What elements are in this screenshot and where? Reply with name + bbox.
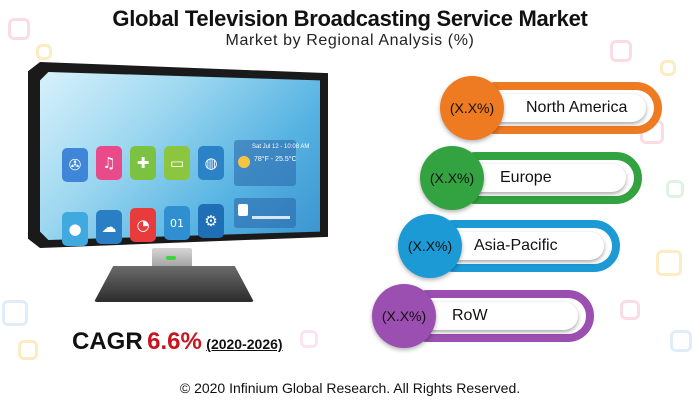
chart-subtitle: Market by Regional Analysis (%) (225, 32, 475, 49)
rss-icon: ◔ (130, 208, 156, 242)
region-value-circle: (X.X%) (440, 76, 504, 140)
cagr-years: (2020-2026) (206, 336, 283, 352)
globe-icon: ◍ (198, 146, 224, 180)
region-europe: Europe (X.X%) (420, 146, 642, 210)
media-player-widget (234, 198, 296, 228)
region-value: (X.X%) (429, 170, 475, 186)
region-asia-pacific: Asia-Pacific (X.X%) (398, 214, 620, 278)
calendar-number: 01 (170, 216, 184, 230)
region-name: Europe (500, 169, 552, 186)
region-value-circle: (X.X%) (372, 284, 436, 348)
cagr-statement: CAGR 6.6% (2020-2026) (72, 328, 283, 356)
weather-temperature: 78°F - 25.5°C (254, 156, 297, 163)
media-progress-bar (252, 216, 290, 219)
tv-power-led (166, 256, 176, 260)
music-note-icon (238, 204, 248, 216)
region-value-circle: (X.X%) (420, 146, 484, 210)
cloud-icon: ☁ (96, 210, 122, 244)
film-reel-icon: ✇ (62, 148, 88, 182)
region-name: RoW (452, 307, 488, 324)
gamepad-icon: ✚ (130, 146, 156, 180)
cagr-label: CAGR (72, 328, 143, 355)
gear-icon: ⚙ (198, 204, 224, 238)
region-name: North America (526, 99, 628, 116)
chart-title: Global Television Broadcasting Service M… (112, 6, 588, 31)
region-value: (X.X%) (449, 100, 495, 116)
chat-icon: ▭ (164, 146, 190, 180)
copyright-notice: © 2020 Infinium Global Research. All Rig… (179, 380, 521, 396)
region-row: RoW (X.X%) (372, 284, 594, 348)
region-value: (X.X%) (407, 238, 453, 254)
region-north-america: North America (X.X%) (440, 76, 662, 140)
tv-stand (94, 266, 254, 302)
calendar-icon: 01 (164, 206, 190, 240)
sun-icon (238, 156, 250, 168)
region-value: (X.X%) (381, 308, 427, 324)
cagr-value: 6.6% (147, 328, 202, 355)
music-icon: ♫ (96, 146, 122, 180)
weather-widget: Sat Jul 12 - 10:08 AM 78°F - 25.5°C (234, 140, 310, 186)
region-name: Asia-Pacific (474, 237, 558, 254)
weather-date: Sat Jul 12 - 10:08 AM (252, 144, 310, 150)
user-icon: ● (62, 212, 88, 246)
region-value-circle: (X.X%) (398, 214, 462, 278)
